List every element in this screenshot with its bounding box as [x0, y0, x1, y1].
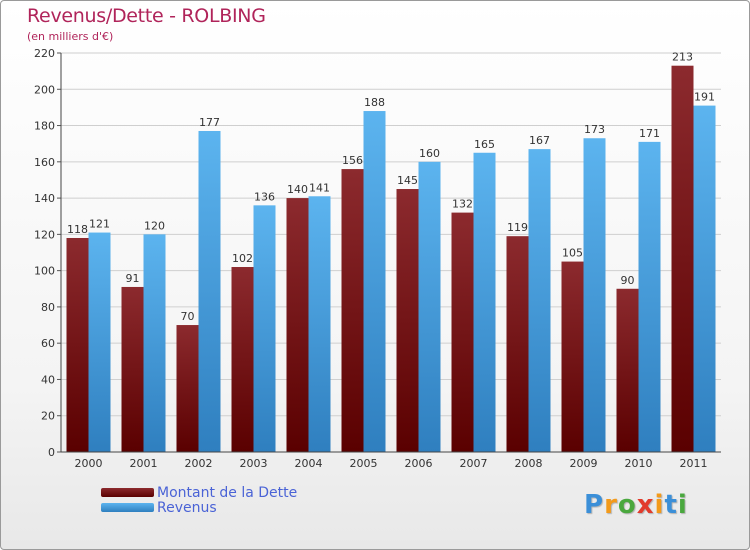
proxiti-logo: Proxiti — [584, 490, 688, 520]
data-label: 120 — [144, 219, 165, 232]
data-label: 141 — [309, 181, 330, 194]
legend-label-revenue: Revenus — [157, 499, 217, 516]
x-tick-label: 2005 — [350, 457, 378, 470]
bar-revenue — [198, 130, 221, 452]
data-label: 119 — [507, 221, 528, 234]
y-tick-label: 80 — [41, 301, 55, 314]
data-label: 173 — [584, 123, 605, 136]
legend-item-revenue: Revenus — [101, 499, 297, 516]
bar-revenue — [528, 149, 551, 452]
bar-debt — [561, 261, 584, 452]
data-labels: 118 121 91 120 70 177 102 136 140 141 156 188 145 160… — [67, 51, 715, 323]
y-tick-label: 20 — [41, 410, 55, 423]
data-label: 171 — [639, 127, 660, 140]
bar-debt — [66, 237, 89, 452]
chart-title: Revenus/Dette - ROLBING — [27, 5, 266, 27]
bar-debt — [121, 286, 144, 452]
bar-revenue — [583, 138, 606, 452]
bar-revenue — [363, 111, 386, 452]
bar-debt — [231, 267, 254, 452]
bar-revenue — [253, 205, 276, 452]
y-tick-label: 200 — [34, 83, 55, 96]
legend-swatch-revenue — [101, 503, 154, 512]
bar-revenue — [693, 105, 716, 452]
x-tick-label: 2011 — [680, 457, 708, 470]
x-tick-label: 2006 — [405, 457, 433, 470]
data-label: 145 — [397, 174, 418, 187]
bar-debt — [341, 169, 364, 452]
x-tick-label: 2008 — [515, 457, 543, 470]
data-label: 140 — [287, 183, 308, 196]
logo-letter: i — [677, 490, 688, 520]
logo-letter: t — [664, 490, 678, 520]
data-label: 132 — [452, 198, 473, 211]
x-tick-label: 2004 — [295, 457, 323, 470]
legend-label-debt: Montant de la Dette — [157, 484, 298, 501]
y-tick-label: 100 — [34, 265, 55, 278]
data-label: 167 — [529, 134, 550, 147]
logo-letter: o — [617, 490, 637, 520]
logo-letter: P — [584, 490, 605, 520]
y-tick-label: 60 — [41, 337, 55, 350]
bars — [66, 65, 716, 453]
y-tick-label: 40 — [41, 373, 55, 386]
bar-debt — [396, 189, 419, 453]
x-tick-label: 2009 — [570, 457, 598, 470]
bar-revenue — [143, 234, 166, 452]
data-label: 156 — [342, 154, 363, 167]
gridlines — [61, 52, 721, 453]
bar-debt — [506, 236, 529, 452]
data-label: 105 — [562, 247, 583, 260]
data-label: 177 — [199, 116, 220, 129]
x-tick-label: 2002 — [185, 457, 213, 470]
y-tick-label: 140 — [34, 192, 55, 205]
data-label: 121 — [89, 218, 110, 231]
bar-revenue — [418, 161, 441, 452]
data-label: 188 — [364, 96, 385, 109]
data-label: 102 — [232, 252, 253, 265]
logo-letter: r — [604, 490, 618, 520]
y-tick-label: 120 — [34, 228, 55, 241]
data-label: 160 — [419, 147, 440, 160]
y-tick-label: 160 — [34, 156, 55, 169]
data-label: 118 — [67, 223, 88, 236]
data-label: 91 — [126, 272, 140, 285]
data-label: 191 — [694, 91, 715, 104]
axes — [60, 53, 721, 453]
data-label: 70 — [181, 310, 195, 323]
y-tick-label: 180 — [34, 120, 55, 133]
bar-revenue — [308, 196, 331, 452]
logo-letter: x — [636, 490, 655, 520]
bar-revenue — [473, 152, 496, 452]
logo-letter: i — [654, 490, 665, 520]
bar-debt — [286, 198, 309, 452]
bar-revenue — [638, 141, 661, 453]
x-tick-label: 2000 — [75, 457, 103, 470]
data-label: 136 — [254, 190, 275, 203]
x-tick-label: 2010 — [625, 457, 653, 470]
x-tick-label: 2003 — [240, 457, 268, 470]
y-tick-label: 0 — [48, 446, 55, 459]
x-tick-label: 2001 — [130, 457, 158, 470]
x-tick-label: 2007 — [460, 457, 488, 470]
legend-item-debt: Montant de la Dette — [101, 484, 298, 501]
data-label: 90 — [621, 274, 635, 287]
chart-subtitle: (en milliers d'€) — [27, 30, 114, 43]
y-axis-ticks: 0 20 40 60 80 100 120 140 160 180 200 220 — [34, 47, 61, 459]
data-label: 165 — [474, 138, 495, 151]
bar-debt — [616, 288, 639, 452]
bar-debt — [671, 65, 694, 452]
bar-debt — [451, 212, 474, 452]
bar-revenue — [88, 232, 111, 452]
legend-swatch-debt — [101, 488, 154, 497]
data-label: 213 — [672, 51, 693, 64]
x-axis-ticks: 2000 2001 2002 2003 2004 2005 2006 2007 2008 2009… — [75, 457, 708, 470]
y-tick-label: 220 — [34, 47, 55, 60]
bar-debt — [176, 325, 199, 452]
legend: Montant de la Dette Revenus — [101, 484, 298, 516]
